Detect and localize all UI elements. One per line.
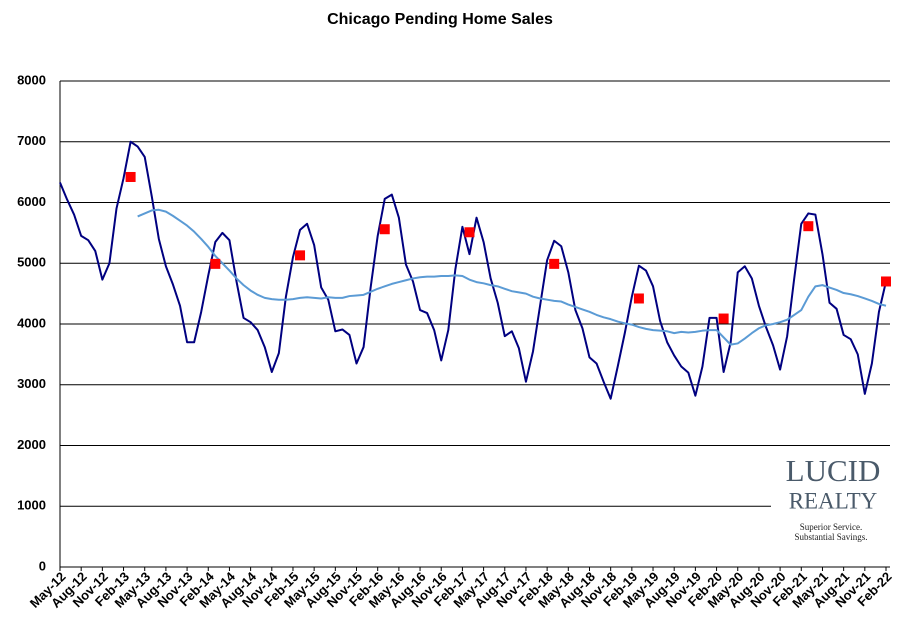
y-tick-label: 7000: [17, 133, 46, 148]
marker: [210, 258, 221, 269]
logo-tagline2: Substantial Savings.: [794, 532, 867, 542]
logo-tagline1: Superior Service.: [800, 522, 862, 532]
y-tick-label: 4000: [17, 315, 46, 330]
y-tick-label: 3000: [17, 376, 46, 391]
marker: [803, 221, 814, 232]
logo-line1: LUCID: [786, 453, 881, 488]
logo-backdrop: [771, 446, 901, 564]
marker: [295, 250, 306, 261]
line-series: [137, 208, 887, 346]
y-tick-label: 5000: [17, 255, 46, 270]
marker: [464, 227, 475, 238]
marker: [718, 313, 729, 324]
y-tick-label: 0: [39, 558, 46, 573]
y-tick-label: 8000: [17, 72, 46, 87]
line-series: [59, 140, 887, 400]
chart-title: Chicago Pending Home Sales: [327, 11, 553, 28]
marker: [881, 276, 891, 287]
logo-line2: REALTY: [789, 488, 878, 513]
y-tick-label: 1000: [17, 498, 46, 513]
marker: [549, 258, 560, 269]
y-tick-label: 2000: [17, 437, 46, 452]
y-tick-label: 6000: [17, 194, 46, 209]
marker: [125, 171, 136, 182]
marker: [379, 224, 390, 235]
marker: [633, 293, 644, 304]
